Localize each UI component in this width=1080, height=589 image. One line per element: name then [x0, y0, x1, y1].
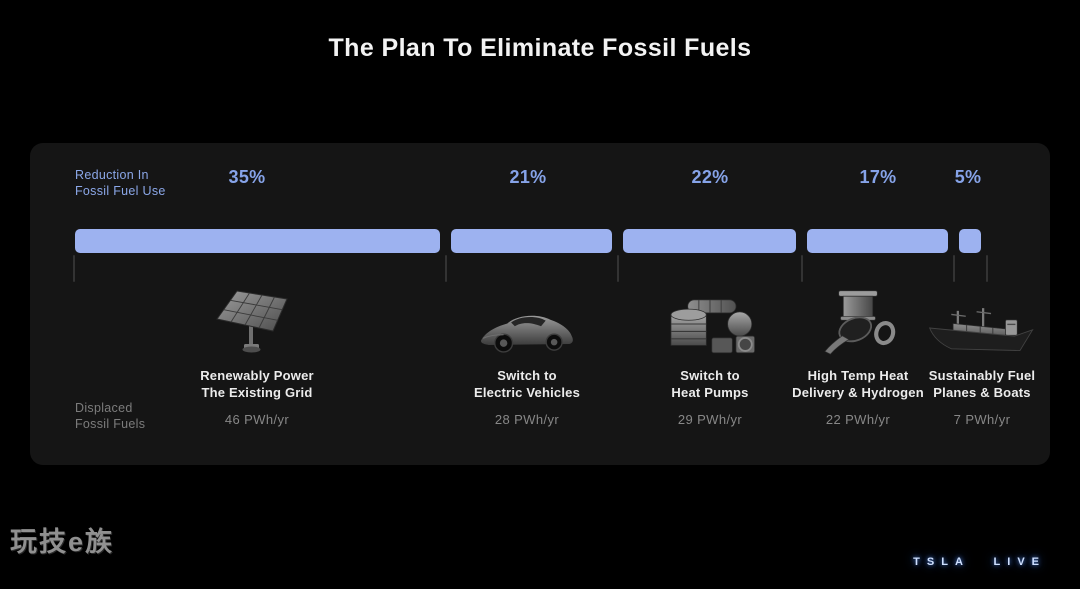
- bar-segment-ev: [451, 229, 612, 253]
- axis-tick: [73, 255, 75, 282]
- category-value: 29 PWh/yr: [677, 412, 743, 427]
- axis-tick: [986, 255, 988, 282]
- category-value: 28 PWh/yr: [494, 412, 560, 427]
- bar-segment-grid: [75, 229, 440, 253]
- displaced-axis-label-line2: Fossil Fuels: [75, 417, 146, 431]
- tsla-live-logo: TSLA LIVE: [913, 556, 1046, 568]
- axis-tick: [953, 255, 955, 282]
- electric-car-icon: [475, 301, 579, 359]
- percent-label-high-temp: 17%: [859, 167, 897, 187]
- heat-pump-icon: [658, 289, 762, 359]
- category-label: Switch to Heat Pumps: [671, 368, 749, 400]
- displaced-axis-label-line1: Displaced: [75, 401, 133, 415]
- reduction-axis-label-line1: Reduction In: [75, 168, 149, 182]
- category-label: Sustainably Fuel Planes & Boats: [928, 368, 1036, 400]
- bar-segment-planes-boats: [959, 229, 981, 253]
- category-column-heat-pumps: Switch to Heat Pumps 29 PWh/yr: [604, 283, 816, 427]
- category-value: 7 PWh/yr: [953, 412, 1011, 427]
- axis-tick: [617, 255, 619, 282]
- percent-label-ev: 21%: [509, 167, 547, 187]
- axis-tick: [445, 255, 447, 282]
- bar-segment-heat-pumps: [623, 229, 796, 253]
- bar-segment-high-temp: [807, 229, 948, 253]
- heat-pipe-icon: [812, 285, 904, 359]
- reduction-axis-label: Reduction In Fossil Fuel Use: [75, 167, 166, 199]
- category-label: High Temp Heat Delivery & Hydrogen: [792, 368, 924, 400]
- solar-panel-icon: [209, 287, 305, 359]
- category-label: Renewably Power The Existing Grid: [200, 368, 314, 400]
- cargo-ship-icon: [926, 297, 1038, 359]
- category-column-grid: Renewably Power The Existing Grid 46 PWh…: [151, 283, 363, 427]
- axis-tick: [801, 255, 803, 282]
- reduction-axis-label-line2: Fossil Fuel Use: [75, 184, 166, 198]
- watermark-text: 玩技e族: [10, 527, 115, 557]
- category-column-high-temp: High Temp Heat Delivery & Hydrogen 22 PW…: [752, 283, 964, 427]
- percent-label-planes-boats: 5%: [954, 167, 982, 187]
- category-value: 46 PWh/yr: [224, 412, 290, 427]
- category-column-ev: Switch to Electric Vehicles 28 PWh/yr: [421, 283, 633, 427]
- chart-panel: Reduction In Fossil Fuel Use 35% 21% 22%…: [30, 143, 1050, 465]
- category-value: 22 PWh/yr: [825, 412, 891, 427]
- slide-title: The Plan To Eliminate Fossil Fuels: [328, 34, 752, 62]
- category-column-planes-boats: Sustainably Fuel Planes & Boats 7 PWh/yr: [876, 283, 1080, 427]
- category-label: Switch to Electric Vehicles: [473, 368, 581, 400]
- displaced-axis-label: Displaced Fossil Fuels: [75, 400, 145, 432]
- percent-label-grid: 35%: [228, 167, 266, 187]
- percent-label-heat-pumps: 22%: [691, 167, 729, 187]
